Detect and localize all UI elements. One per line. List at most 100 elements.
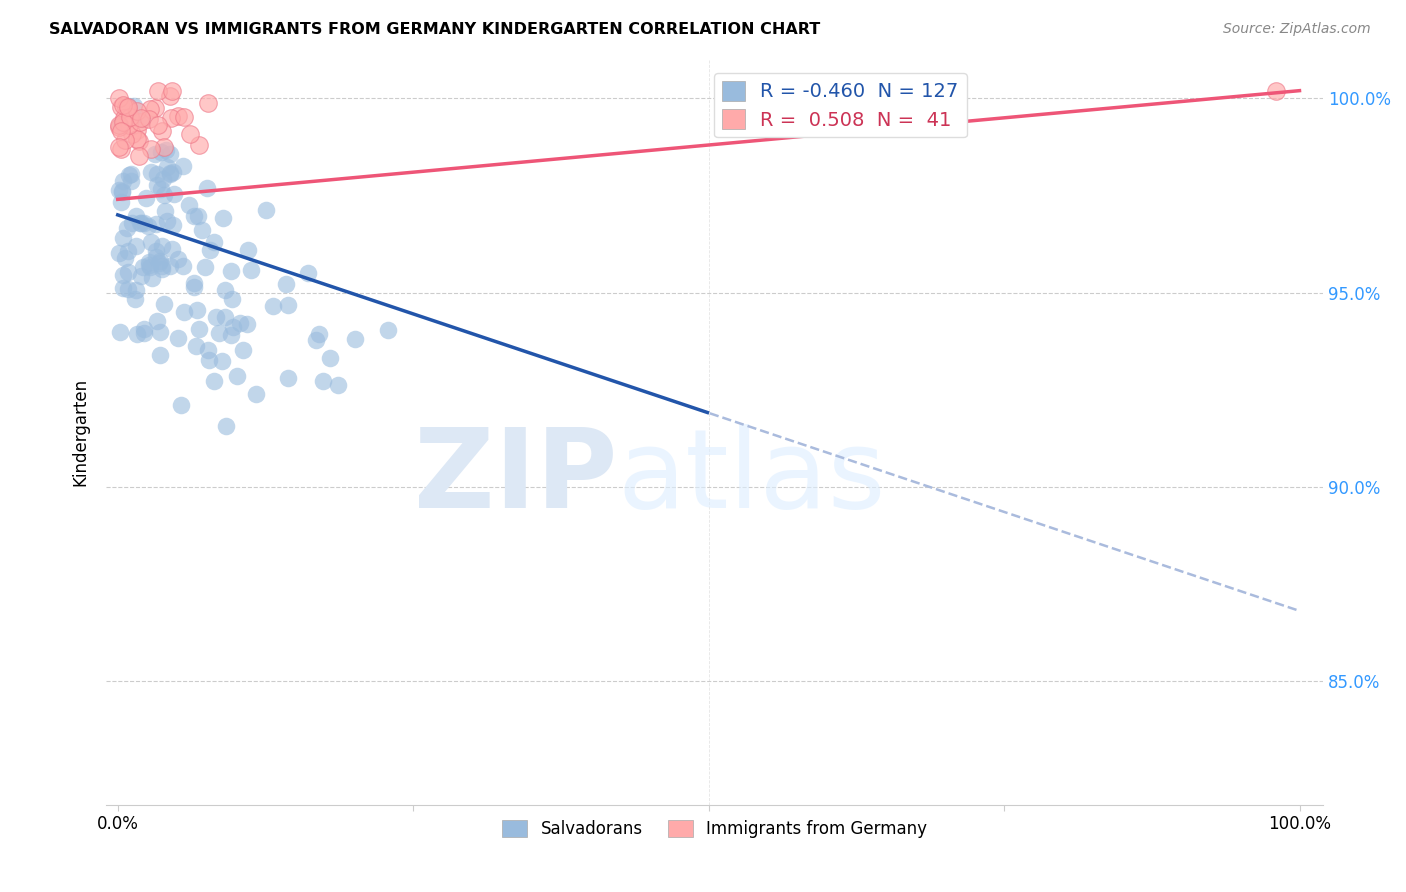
Point [150,124,173,138]
Point [198,243,221,257]
Point [212,211,235,226]
Point [145,147,167,161]
Point [221,293,243,307]
Point [215,418,238,433]
Point [328,377,350,392]
Point [155,143,177,157]
Point [118,119,141,133]
Point [110,185,132,199]
Point [132,322,155,336]
Point [125,239,148,253]
Point [173,111,195,125]
Point [108,120,131,135]
Point [219,328,242,343]
Point [162,165,184,179]
Point [240,263,263,277]
Point [159,111,181,125]
Point [131,112,153,126]
Point [138,112,160,126]
Point [172,159,194,173]
Point [245,387,267,401]
Point [150,259,173,273]
Point [1264,84,1286,98]
Point [187,138,209,153]
Point [112,112,135,126]
Point [319,351,342,366]
Point [125,209,148,223]
Point [149,254,172,268]
Point [149,325,172,339]
Point [232,343,254,358]
Point [159,88,181,103]
Point [128,149,150,163]
Point [219,264,242,278]
Point [112,268,135,283]
Point [277,371,299,385]
Point [183,280,205,294]
Point [184,339,207,353]
Point [139,165,162,179]
Point [156,214,179,228]
Point [238,244,260,258]
Point [159,146,181,161]
Point [110,100,132,114]
Point [128,216,150,230]
Point [111,97,134,112]
Point [125,283,148,297]
Point [117,282,139,296]
Point [167,109,190,123]
Point [297,267,319,281]
Point [127,104,149,119]
Point [112,114,135,128]
Point [344,332,367,346]
Point [139,102,162,116]
Point [145,217,167,231]
Point [108,118,131,132]
Point [139,142,162,156]
Point [179,127,201,141]
Point [202,235,225,249]
Point [117,265,139,279]
Point [120,174,142,188]
Point [152,187,174,202]
Point [108,139,131,153]
Point [138,254,160,268]
Point [262,299,284,313]
Point [117,102,139,116]
Point [124,293,146,307]
Point [208,326,231,340]
Point [114,100,136,114]
Point [160,242,183,256]
Point [198,353,221,368]
Point [225,369,247,384]
Point [138,258,160,272]
Point [117,99,139,113]
Point [146,314,169,328]
Point [135,191,157,205]
Point [132,260,155,274]
Point [170,398,193,412]
Point [108,90,131,104]
Point [167,331,190,345]
Point [183,277,205,291]
Point [146,167,169,181]
Point [122,99,145,113]
Point [139,235,162,249]
Point [159,259,181,273]
Point [108,246,131,260]
Point [173,305,195,319]
Point [153,140,176,154]
Point [121,216,143,230]
Point [125,132,148,146]
Point [117,100,139,114]
Point [146,118,169,132]
Point [136,219,159,233]
Point [134,326,156,340]
Point [121,127,143,141]
Point [114,133,136,147]
Point [183,209,205,223]
Point [162,218,184,232]
Legend: Salvadorans, Immigrants from Germany: Salvadorans, Immigrants from Germany [495,814,934,845]
Point [108,183,131,197]
Point [194,260,217,274]
